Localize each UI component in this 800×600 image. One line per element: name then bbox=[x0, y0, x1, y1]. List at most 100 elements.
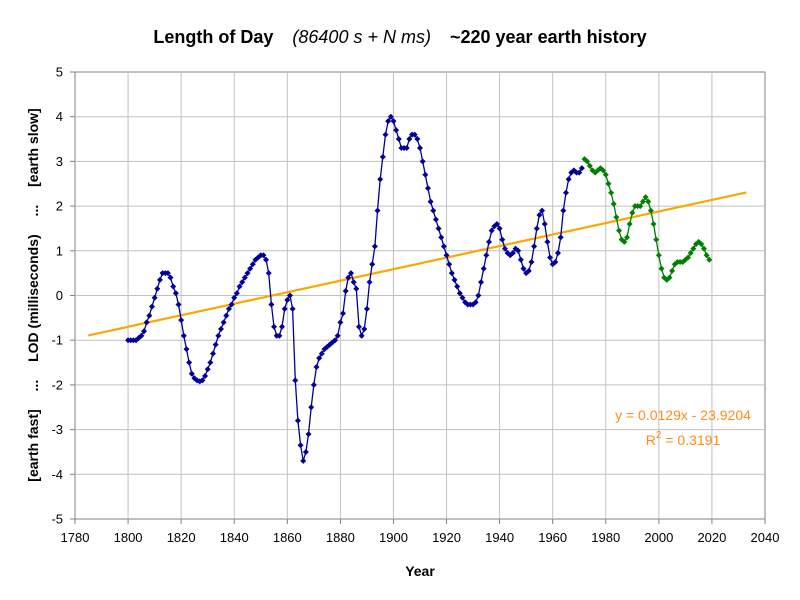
data-point bbox=[456, 290, 463, 297]
data-point bbox=[438, 234, 445, 241]
title-part-3: ~220 year earth history bbox=[450, 27, 647, 47]
x-tick-label: 1840 bbox=[220, 530, 249, 545]
data-point bbox=[244, 270, 251, 277]
data-point bbox=[454, 283, 461, 290]
x-tick-label: 1800 bbox=[114, 530, 143, 545]
data-point bbox=[690, 245, 697, 252]
data-point bbox=[239, 279, 246, 286]
title-part-1: Length of Day bbox=[153, 27, 273, 47]
data-point bbox=[424, 185, 431, 192]
y-axis-title-middle: LOD (milliseconds) bbox=[25, 234, 41, 362]
data-point bbox=[509, 250, 516, 257]
data-point bbox=[552, 258, 559, 265]
y-axis-title-left: [earth fast] bbox=[25, 409, 41, 481]
axes: 1780 1800 1820 1840 1860 1880 1900 1920 1940 1960… bbox=[51, 65, 779, 546]
y-axis-title-sep1: ... bbox=[25, 380, 41, 392]
data-point bbox=[154, 285, 161, 292]
y-tick-label: 4 bbox=[56, 109, 63, 124]
data-point bbox=[626, 220, 633, 227]
y-axis-title-right: [earth slow] bbox=[25, 108, 41, 187]
data-point bbox=[363, 305, 370, 312]
x-tick-label: 1820 bbox=[167, 530, 196, 545]
data-point bbox=[443, 252, 450, 259]
data-point bbox=[478, 279, 485, 286]
data-point bbox=[284, 296, 291, 303]
data-point bbox=[220, 319, 227, 326]
data-point bbox=[215, 332, 222, 339]
data-point bbox=[353, 285, 360, 292]
data-point bbox=[305, 431, 312, 438]
title-part-2: (86400 s + N ms) bbox=[292, 27, 431, 47]
data-point bbox=[422, 171, 429, 178]
data-point bbox=[308, 404, 315, 411]
data-point bbox=[170, 283, 177, 290]
data-point bbox=[562, 189, 569, 196]
trendline-r2: R2 = 0.3191 bbox=[646, 430, 721, 448]
data-point bbox=[164, 270, 171, 277]
data-point bbox=[531, 243, 538, 250]
data-point bbox=[578, 165, 585, 172]
data-point bbox=[297, 442, 304, 449]
data-point bbox=[647, 207, 654, 214]
data-point bbox=[175, 301, 182, 308]
data-point bbox=[557, 234, 564, 241]
data-point bbox=[148, 303, 155, 310]
data-point bbox=[217, 326, 224, 333]
data-point bbox=[440, 243, 447, 250]
data-point bbox=[302, 448, 309, 455]
data-point bbox=[435, 225, 442, 232]
y-tick-label: -1 bbox=[51, 333, 63, 348]
x-tick-label: 1880 bbox=[326, 530, 355, 545]
data-point bbox=[292, 377, 299, 384]
data-point bbox=[186, 359, 193, 366]
data-point bbox=[700, 245, 707, 252]
data-point bbox=[156, 276, 163, 283]
x-tick-label: 1860 bbox=[273, 530, 302, 545]
data-point bbox=[624, 234, 630, 241]
data-point bbox=[613, 214, 620, 221]
data-point bbox=[350, 279, 357, 286]
data-point bbox=[586, 162, 593, 169]
x-tick-label: 1960 bbox=[538, 530, 567, 545]
data-point bbox=[499, 236, 506, 243]
x-tick-label: 1980 bbox=[591, 530, 620, 545]
x-tick-label: 2040 bbox=[751, 530, 780, 545]
data-point bbox=[605, 180, 612, 187]
r2-value: = 0.3191 bbox=[661, 432, 720, 448]
data-point bbox=[600, 167, 607, 174]
data-point bbox=[395, 136, 402, 143]
y-tick-label: 5 bbox=[56, 65, 63, 80]
data-point bbox=[204, 366, 211, 373]
data-point bbox=[525, 267, 532, 274]
data-point bbox=[616, 227, 623, 234]
data-point bbox=[555, 250, 561, 257]
x-tick-label: 2020 bbox=[697, 530, 726, 545]
data-point bbox=[685, 254, 692, 261]
data-point bbox=[138, 332, 145, 339]
data-point bbox=[669, 267, 676, 274]
data-point bbox=[286, 292, 293, 299]
grid bbox=[75, 72, 765, 519]
data-point bbox=[496, 225, 503, 232]
x-axis-title: Year bbox=[405, 563, 435, 579]
data-point bbox=[608, 189, 615, 196]
data-point bbox=[501, 245, 508, 252]
r2-label: R bbox=[646, 432, 656, 448]
data-point bbox=[687, 250, 694, 257]
data-point bbox=[393, 127, 400, 134]
data-point bbox=[419, 158, 426, 165]
y-axis-title: [earth fast] ... LOD (milliseconds) ... … bbox=[25, 108, 41, 481]
x-tick-label: 1940 bbox=[485, 530, 514, 545]
data-point bbox=[610, 200, 617, 207]
data-point bbox=[345, 274, 352, 281]
data-point bbox=[448, 270, 455, 277]
data-point bbox=[406, 136, 413, 143]
data-point bbox=[541, 220, 548, 227]
data-point bbox=[151, 294, 158, 301]
data-point bbox=[472, 299, 479, 306]
data-point bbox=[236, 283, 243, 290]
data-point bbox=[183, 346, 190, 353]
data-point bbox=[427, 198, 434, 205]
data-point bbox=[310, 381, 317, 388]
data-point bbox=[337, 319, 344, 326]
